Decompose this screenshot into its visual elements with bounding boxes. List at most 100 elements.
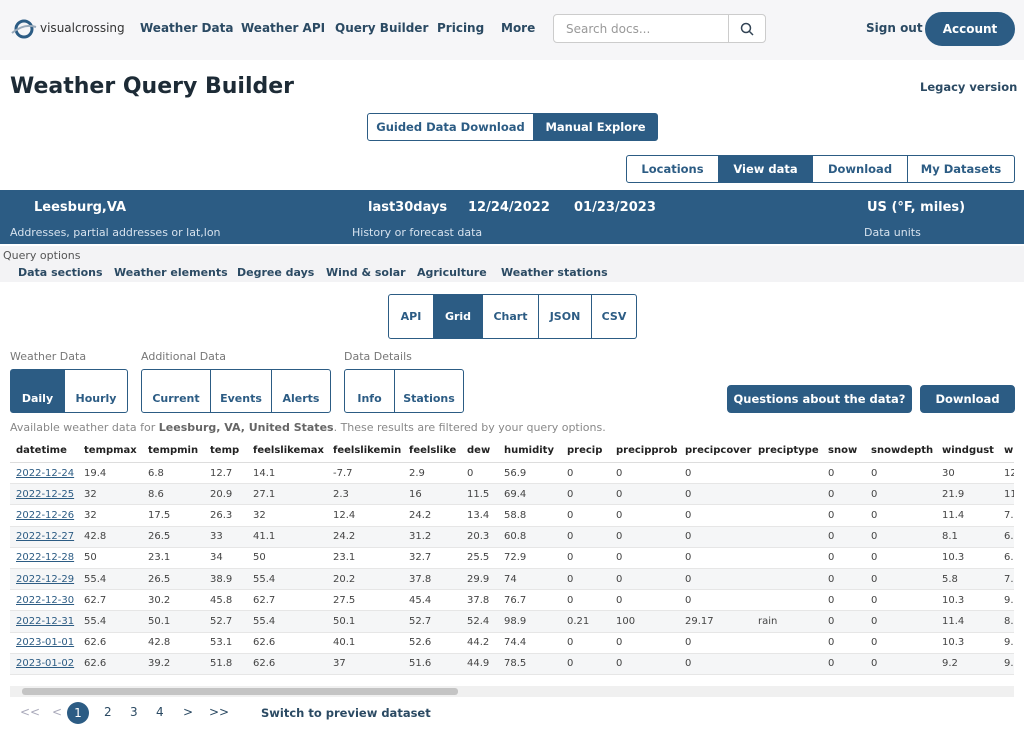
column-header[interactable]: temp <box>204 438 247 463</box>
date-link[interactable]: 2022-12-27 <box>10 526 78 548</box>
tab[interactable]: My Datasets <box>907 155 1015 183</box>
grid-cell: 0 <box>865 526 936 548</box>
date-link[interactable]: 2022-12-28 <box>10 547 78 569</box>
column-header[interactable]: windgust <box>936 438 998 463</box>
date-link[interactable]: 2022-12-24 <box>10 462 78 485</box>
view-button[interactable]: Grid <box>433 294 483 339</box>
sign-out[interactable]: Sign out <box>866 21 923 35</box>
query-option[interactable]: Weather elements <box>114 266 228 279</box>
grid-cell: 31.2 <box>403 526 461 548</box>
nav-link[interactable]: Query Builder <box>335 21 429 35</box>
column-header[interactable]: dew <box>461 438 498 463</box>
query-option[interactable]: Agriculture <box>417 266 487 279</box>
download-button[interactable]: Download <box>920 385 1015 413</box>
page-link[interactable]: 2 <box>104 705 112 719</box>
column-header[interactable]: precip <box>561 438 610 463</box>
date-link[interactable]: 2022-12-29 <box>10 568 78 591</box>
units[interactable]: US (°F, miles) <box>867 200 966 215</box>
date-link[interactable]: 2023-01-01 <box>10 632 78 654</box>
grid-cell: 24.2 <box>327 526 403 548</box>
query-option[interactable]: Data sections <box>18 266 103 279</box>
column-header[interactable]: feelslike <box>403 438 461 463</box>
grid-cell: 6.8 <box>142 462 204 485</box>
column-header[interactable]: snowdepth <box>865 438 936 463</box>
page-link[interactable]: 4 <box>156 705 164 719</box>
grid-cell: 0 <box>610 462 679 485</box>
date-link[interactable]: 2022-12-31 <box>10 610 78 633</box>
date-link[interactable]: 2023-01-02 <box>10 653 78 675</box>
page-link[interactable]: 1 <box>67 702 89 724</box>
mode-button[interactable]: Guided Data Download <box>367 113 534 141</box>
mode-button[interactable]: Manual Explore <box>533 113 658 141</box>
view-button[interactable]: Chart <box>482 294 539 339</box>
scrollbar[interactable] <box>10 686 1014 697</box>
grid-cell: 37 <box>327 653 403 675</box>
data-button[interactable]: Alerts <box>271 369 331 413</box>
account-button[interactable]: Account <box>925 12 1015 46</box>
column-header[interactable]: precipcover <box>679 438 752 463</box>
note-text: . These results are filtered by your que… <box>333 421 606 434</box>
grid-cell: 0 <box>610 632 679 654</box>
nav-link[interactable]: Pricing <box>437 21 485 35</box>
page-link[interactable]: << <box>20 705 41 719</box>
logo-text[interactable]: visualcrossing <box>40 21 125 35</box>
view-button[interactable]: CSV <box>591 294 637 339</box>
grid-cell: 69.4 <box>498 483 561 506</box>
data-button[interactable]: Daily <box>10 369 65 413</box>
tab[interactable]: Download <box>812 155 908 183</box>
tab[interactable]: View data <box>718 155 813 183</box>
column-header[interactable]: tempmin <box>142 438 204 463</box>
legacy-link[interactable]: Legacy version <box>920 80 1018 94</box>
query-option[interactable]: Degree days <box>237 266 315 279</box>
search-button[interactable] <box>728 14 766 43</box>
page-link[interactable]: 3 <box>130 705 138 719</box>
query-option[interactable]: Wind & solar <box>326 266 406 279</box>
search-input[interactable]: Search docs... <box>553 14 729 43</box>
grid-cell: 52.7 <box>204 610 247 633</box>
end-date[interactable]: 01/23/2023 <box>574 200 656 215</box>
nav-link[interactable]: More <box>501 21 536 35</box>
view-button[interactable]: JSON <box>538 294 592 339</box>
query-option[interactable]: Weather stations <box>501 266 608 279</box>
grid-cell: 56.9 <box>498 462 561 485</box>
location-hint: Addresses, partial addresses or lat,lon <box>10 226 221 239</box>
page-link[interactable]: < <box>52 705 63 719</box>
questions-button[interactable]: Questions about the data? <box>727 385 912 413</box>
switch-preview[interactable]: Switch to preview dataset <box>261 706 431 720</box>
date-link[interactable]: 2022-12-26 <box>10 504 78 527</box>
column-header[interactable]: datetime <box>10 438 78 463</box>
data-button[interactable]: Info <box>344 369 395 413</box>
column-header[interactable]: feelslikemax <box>247 438 327 463</box>
grid-cell: 6.8 <box>998 526 1014 548</box>
date-link[interactable]: 2022-12-30 <box>10 589 78 612</box>
grid-cell: 27.1 <box>247 483 327 506</box>
date-link[interactable]: 2022-12-25 <box>10 483 78 506</box>
page-link[interactable]: > <box>183 705 194 719</box>
column-header[interactable]: precipprob <box>610 438 679 463</box>
data-button[interactable]: Stations <box>394 369 464 413</box>
grid-cell: 41.1 <box>247 526 327 548</box>
column-header[interactable]: preciptype <box>752 438 822 463</box>
data-button[interactable]: Hourly <box>64 369 128 413</box>
group-label: Data Details <box>344 350 412 363</box>
column-header[interactable]: humidity <box>498 438 561 463</box>
column-header[interactable]: snow <box>822 438 865 463</box>
data-button[interactable]: Current <box>141 369 211 413</box>
tab[interactable]: Locations <box>626 155 719 183</box>
location[interactable]: Leesburg,VA <box>34 200 127 215</box>
scroll-thumb[interactable] <box>22 688 458 695</box>
grid-cell: 11.5 <box>461 483 498 506</box>
column-header[interactable]: feelslikemin <box>327 438 403 463</box>
header-row: datetime tempmax tempmin temp feelslikemax fe… <box>10 438 1014 463</box>
start-date[interactable]: 12/24/2022 <box>468 200 550 215</box>
grid-cell: 32.7 <box>403 547 461 569</box>
period[interactable]: last30days <box>368 200 448 215</box>
column-header[interactable]: windspeed <box>998 438 1014 463</box>
data-button[interactable]: Events <box>210 369 272 413</box>
nav-link[interactable]: Weather API <box>241 21 326 35</box>
column-header[interactable]: tempmax <box>78 438 142 463</box>
view-button[interactable]: API <box>388 294 434 339</box>
grid-cell: 0 <box>822 547 865 569</box>
page-link[interactable]: >> <box>209 705 230 719</box>
nav-link[interactable]: Weather Data <box>140 21 234 35</box>
